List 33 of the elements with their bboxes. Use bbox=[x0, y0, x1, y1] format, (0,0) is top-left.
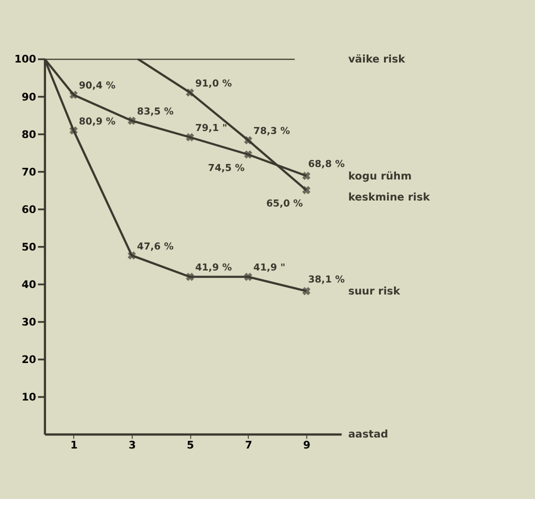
data-label: 90,4 % bbox=[78, 80, 116, 92]
x-tick-label: 3 bbox=[128, 439, 136, 452]
x-tick-label: 7 bbox=[244, 439, 252, 452]
data-label: 83,5 % bbox=[137, 106, 174, 118]
data-label: 47,6 % bbox=[137, 241, 174, 252]
text: keskmine risk bbox=[348, 192, 431, 204]
y-tick-label: 40 bbox=[22, 278, 36, 291]
y-tick-label: 60 bbox=[22, 204, 36, 216]
x-tick-label: 1 bbox=[70, 439, 78, 452]
y-tick-label: 90 bbox=[22, 91, 36, 104]
text: suur risk bbox=[348, 286, 402, 298]
data-label: 41,9 % bbox=[195, 262, 232, 274]
text: väike risk bbox=[348, 53, 406, 66]
data-label: 79,1 " bbox=[195, 123, 228, 134]
y-tick-label: 10 bbox=[22, 391, 36, 404]
data-label: 65,0 % bbox=[266, 198, 304, 210]
data-label: 68,8 % bbox=[308, 159, 346, 170]
data-label: 91,0 % bbox=[195, 78, 232, 90]
data-label: 41,9 " bbox=[253, 262, 286, 274]
x-tick-label: 5 bbox=[186, 439, 194, 452]
y-tick-label: 70 bbox=[22, 166, 36, 178]
x-axis-title: aastad bbox=[348, 428, 388, 441]
text: kogu rühm bbox=[348, 170, 412, 182]
y-tick-label: 50 bbox=[22, 241, 36, 254]
x-tick-label: 9 bbox=[303, 439, 310, 452]
y-tick-label: 100 bbox=[14, 54, 36, 66]
data-label: 38,1 % bbox=[308, 274, 346, 286]
y-tick-label: 80 bbox=[22, 128, 36, 141]
data-label: 74,5 % bbox=[208, 163, 246, 174]
data-label: 78,3 % bbox=[253, 126, 290, 138]
y-tick-label: 30 bbox=[22, 316, 36, 328]
data-label: 80,9 % bbox=[78, 116, 116, 128]
y-tick-label: 20 bbox=[22, 354, 36, 366]
